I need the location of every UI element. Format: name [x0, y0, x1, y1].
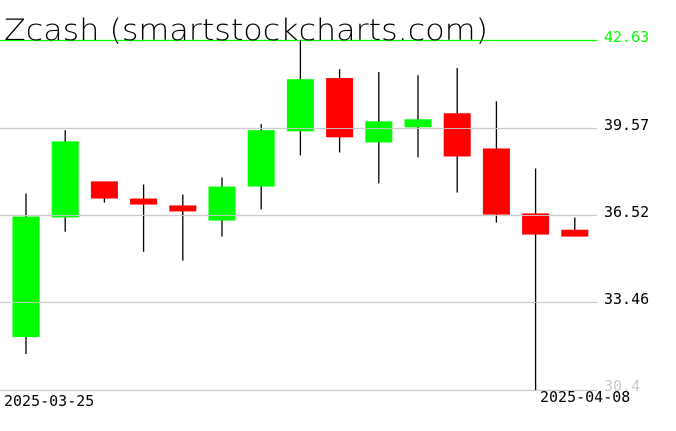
candle: [522, 168, 550, 390]
grid-overlay: [0, 128, 597, 303]
candle: [51, 130, 79, 232]
y-tick-label: 36.52: [604, 203, 649, 221]
candle-body-down: [561, 229, 589, 237]
y-tick-label-max: 42.63: [604, 28, 649, 46]
candle-body-up: [51, 141, 79, 218]
candle: [247, 124, 275, 210]
y-tick-labels: 42.63 39.57 36.52 33.46 30.4: [604, 28, 649, 395]
candle: [326, 69, 354, 153]
candle: [561, 217, 589, 237]
candle-body-down: [90, 181, 118, 199]
candle-body-down: [326, 78, 354, 138]
candle-body-down: [169, 205, 197, 212]
candle-body-up: [208, 186, 236, 221]
candle-body-down: [443, 113, 471, 157]
candle: [208, 177, 236, 237]
y-tick-label: 33.46: [604, 290, 649, 308]
candle: [443, 68, 471, 193]
candle: [90, 181, 118, 203]
candle: [12, 193, 40, 354]
candle: [404, 75, 432, 158]
candle-body-down: [130, 198, 158, 205]
candles: [0, 40, 597, 390]
candle-body-down: [522, 213, 550, 235]
candle-body-up: [12, 216, 40, 338]
candle: [130, 184, 158, 252]
candle: [286, 40, 314, 156]
candle-body-up: [365, 121, 393, 143]
candle: [365, 72, 393, 184]
candle-body-down: [482, 148, 510, 215]
chart-title: Zcash (smartstockcharts.com): [4, 13, 488, 47]
candle: [482, 101, 510, 223]
y-tick-label: 39.57: [604, 116, 649, 134]
candle-body-up: [247, 130, 275, 187]
x-tick-label-end: 2025-04-08: [540, 388, 630, 406]
candle: [169, 194, 197, 261]
candle-body-up: [404, 119, 432, 128]
candle-body-up: [286, 79, 314, 132]
y-tick-label-min: 30.4: [604, 377, 640, 395]
x-tick-label-start: 2025-03-25: [4, 392, 94, 410]
